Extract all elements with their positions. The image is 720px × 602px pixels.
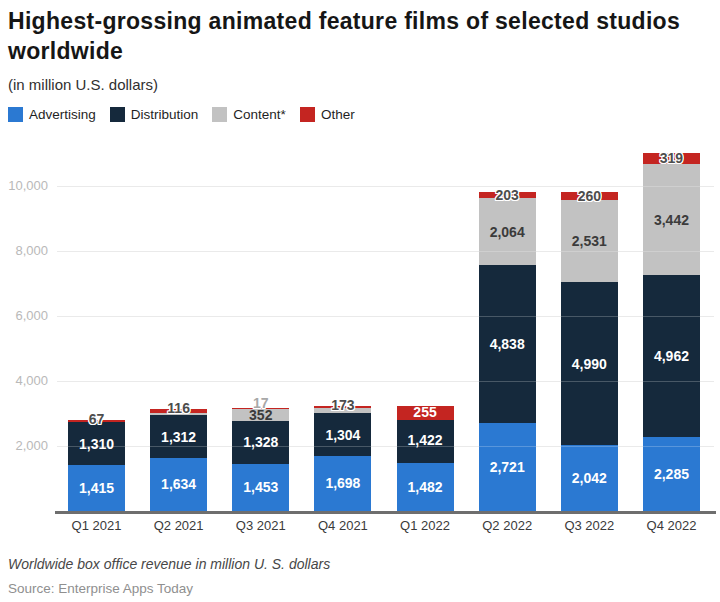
y-axis-tick-label: 6,000 (0, 308, 48, 323)
chart-plot-area: 2,000 4,000 6,000 8,000 10,000 1,415 1,310 67 Q1… (0, 0, 720, 602)
segment-value-label: 1,482 (397, 479, 454, 495)
x-axis-line (55, 511, 716, 514)
other-value-label: 116 (140, 400, 217, 416)
y-axis-tick-label: 10,000 (0, 178, 48, 193)
segment-value-label: 1,415 (68, 480, 125, 496)
gridline-overlay (57, 381, 714, 382)
segment-value-label: 1,304 (314, 427, 371, 443)
x-axis-tick-label: Q2 2021 (138, 518, 219, 533)
segment-value-label: 2,064 (479, 224, 536, 240)
other-value-label: 17 (222, 395, 299, 411)
segment-value-label: 2,285 (643, 466, 700, 482)
segment-value-label: 1,634 (150, 476, 207, 492)
x-axis-tick-label: Q3 2022 (549, 518, 630, 533)
y-axis-tick-label: 2,000 (0, 438, 48, 453)
x-axis-tick-label: Q4 2022 (631, 518, 712, 533)
gridline-overlay (57, 446, 714, 447)
segment-value-label: 2,042 (561, 470, 618, 486)
segment-value-label: 3,442 (643, 212, 700, 228)
segment-value-label: 1,312 (150, 429, 207, 445)
other-value-label: 173 (304, 397, 381, 413)
x-axis-tick-label: Q1 2021 (56, 518, 137, 533)
other-value-label: 67 (58, 411, 135, 427)
x-axis-tick-label: Q1 2022 (385, 518, 466, 533)
segment-value-label: 4,838 (479, 336, 536, 352)
segment-value-label: 1,328 (232, 434, 289, 450)
y-axis-tick-label: 8,000 (0, 243, 48, 258)
gridline-overlay (57, 316, 714, 317)
y-axis-tick-label: 4,000 (0, 373, 48, 388)
gridline-overlay (57, 251, 714, 252)
gridline-overlay (57, 186, 714, 187)
x-axis-tick-label: Q3 2021 (220, 518, 301, 533)
chart-source: Source: Enterprise Apps Today (8, 581, 193, 596)
segment-value-label: 1,698 (314, 475, 371, 491)
segment-value-label: 4,990 (561, 356, 618, 372)
other-value-label: 255 (397, 406, 454, 419)
segment-value-label: 2,531 (561, 233, 618, 249)
other-value-label: 319 (633, 150, 710, 166)
segment-value-label: 4,962 (643, 348, 700, 364)
segment-value-label: 2,721 (479, 459, 536, 475)
segment-value-label: 1,310 (68, 436, 125, 452)
segment-value-label: 1,453 (232, 479, 289, 495)
x-axis-tick-label: Q2 2022 (467, 518, 548, 533)
other-value-label: 260 (551, 188, 628, 204)
chart-footnote: Worldwide box office revenue in million … (8, 556, 330, 572)
other-value-label: 203 (469, 187, 546, 203)
x-axis-tick-label: Q4 2021 (302, 518, 383, 533)
